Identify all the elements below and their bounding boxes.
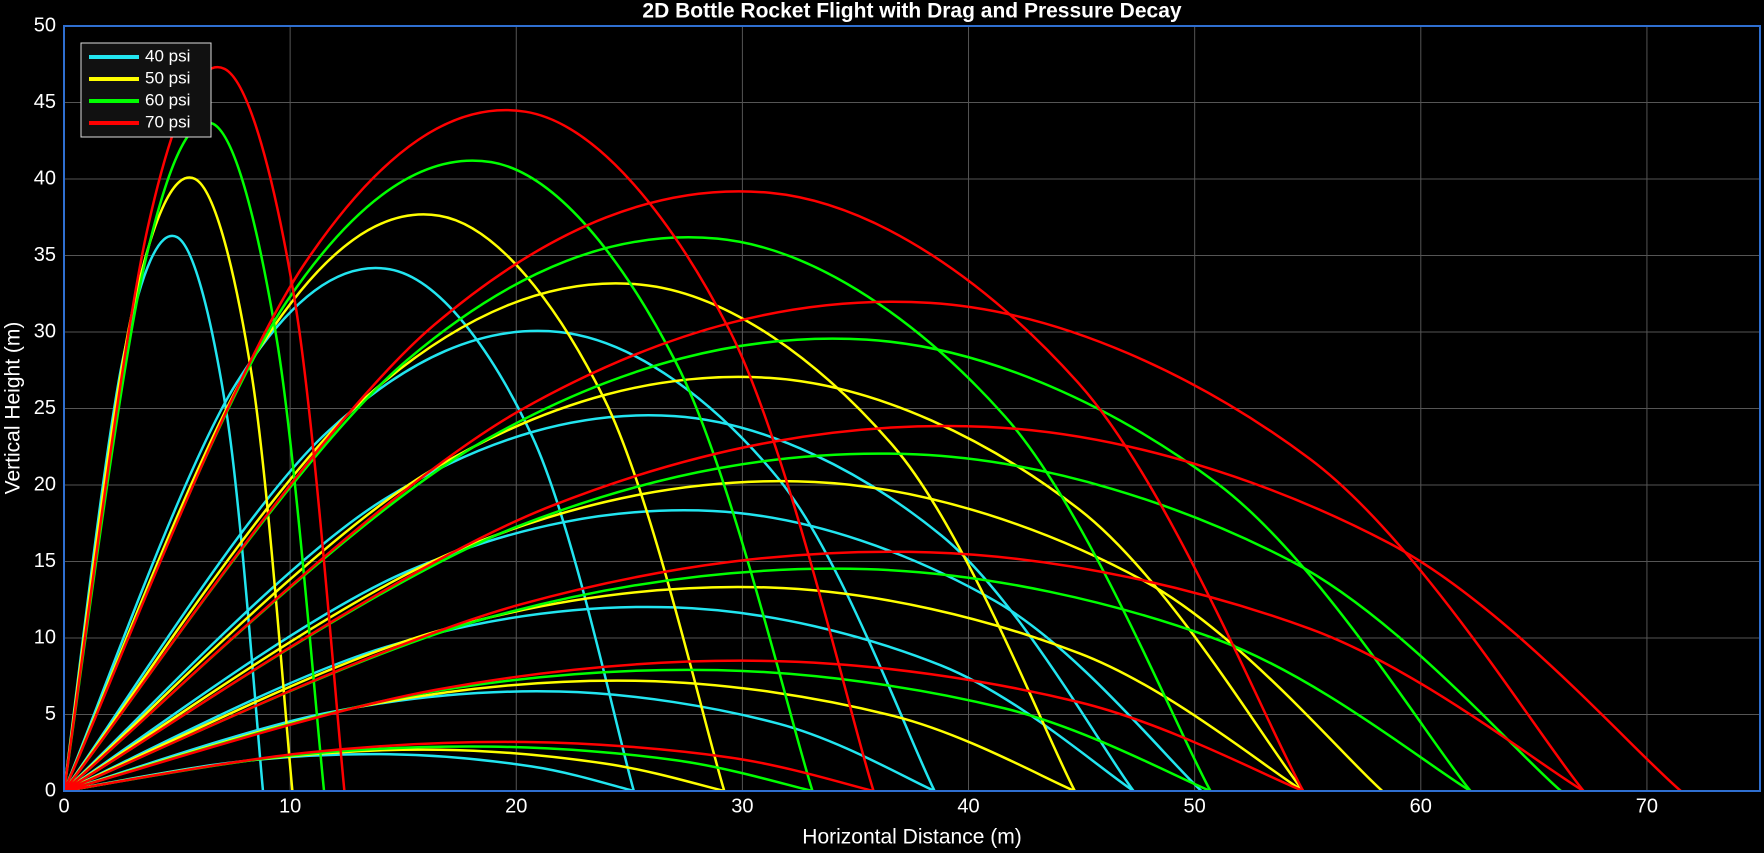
trajectory — [64, 659, 1304, 791]
trajectory — [64, 329, 936, 791]
trajectory — [64, 282, 1076, 791]
plot-area — [64, 66, 1682, 791]
trajectory — [64, 479, 1384, 791]
trajectory — [64, 375, 1305, 791]
y-tick-label: 25 — [34, 397, 56, 419]
legend-label: 50 psi — [145, 68, 190, 87]
trajectory — [64, 740, 874, 791]
y-tick-label: 15 — [34, 550, 56, 572]
y-tick-label: 20 — [34, 473, 56, 495]
legend-label: 70 psi — [145, 112, 190, 131]
x-axis-label: Horizontal Distance (m) — [802, 826, 1021, 849]
legend-label: 40 psi — [145, 46, 190, 65]
y-tick-label: 45 — [34, 91, 56, 113]
y-axis-label: Vertical Height (m) — [2, 322, 25, 495]
trajectory — [64, 690, 936, 791]
y-tick-label: 40 — [34, 167, 56, 189]
trajectory — [64, 190, 1305, 791]
x-tick-label: 30 — [731, 795, 753, 817]
trajectory — [64, 266, 636, 791]
x-tick-label: 70 — [1636, 795, 1658, 817]
trajectory — [64, 176, 294, 791]
x-tick-label: 0 — [58, 795, 69, 817]
trajectory — [64, 213, 726, 791]
trajectory — [64, 585, 1304, 791]
trajectory — [64, 605, 1135, 791]
y-tick-label: 10 — [34, 626, 56, 648]
trajectory — [64, 108, 875, 791]
x-tick-label: 20 — [505, 795, 527, 817]
x-tick-label: 40 — [957, 795, 979, 817]
legend-label: 60 psi — [145, 90, 190, 109]
chart-title: 2D Bottle Rocket Flight with Drag and Pr… — [642, 0, 1181, 23]
x-tick-label: 10 — [279, 795, 301, 817]
y-tick-label: 0 — [45, 779, 56, 801]
y-tick-label: 50 — [34, 14, 56, 36]
trajectory — [64, 414, 1135, 791]
y-tick-label: 30 — [34, 320, 56, 342]
trajectory — [64, 509, 1203, 791]
trajectory — [64, 550, 1585, 791]
y-tick-label: 35 — [34, 244, 56, 266]
axes-frame — [63, 25, 1761, 792]
y-tick-label: 5 — [45, 703, 56, 725]
trajectory — [64, 424, 1682, 791]
trajectory — [64, 66, 346, 791]
x-tick-label: 60 — [1410, 795, 1432, 817]
x-tick-label: 50 — [1184, 795, 1206, 817]
